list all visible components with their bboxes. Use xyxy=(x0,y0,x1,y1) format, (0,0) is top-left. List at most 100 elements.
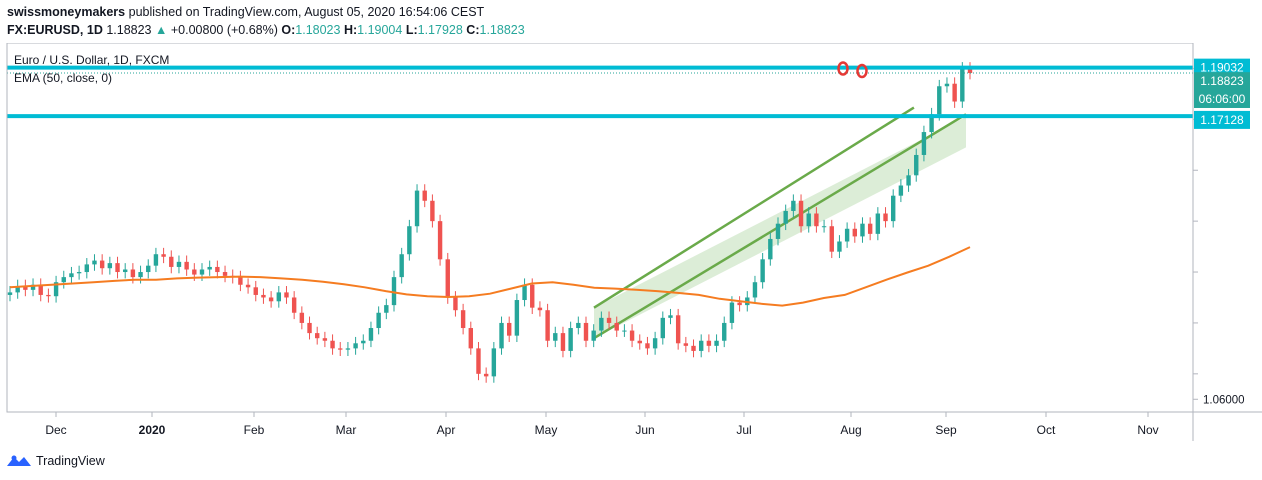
candle-body xyxy=(299,312,305,323)
candle-body xyxy=(207,266,212,270)
candle-body xyxy=(821,226,827,228)
candle-body xyxy=(53,282,59,297)
ema-line xyxy=(9,246,971,307)
candle-body xyxy=(783,210,788,224)
candle-body xyxy=(583,322,589,341)
candle-body xyxy=(361,340,366,344)
candle-body xyxy=(245,284,251,288)
axes: 1.06000 Dec 2020 Feb Mar Apr May Jun Jul Aug Sep Oc… xyxy=(6,42,1262,441)
candle-body xyxy=(860,223,865,237)
candle-body xyxy=(376,312,381,329)
candle-body xyxy=(291,297,297,313)
horizontal-levels[interactable] xyxy=(7,65,1193,119)
candle-body xyxy=(76,272,82,274)
price-chart[interactable]: 1.06000 Dec 2020 Feb Mar Apr May Jun Jul Aug Sep Oc… xyxy=(0,42,1262,441)
candle-body xyxy=(192,269,197,275)
candle-body xyxy=(737,302,742,306)
candle-body xyxy=(222,272,228,276)
last-price: 1.18823 xyxy=(106,23,152,37)
candle-body xyxy=(61,277,66,283)
candle-body xyxy=(722,322,727,341)
close-label: C: xyxy=(466,23,480,37)
author-name[interactable]: swissmoneymakers xyxy=(7,5,126,19)
candle-body xyxy=(729,302,735,323)
candles xyxy=(7,62,973,383)
candle-body xyxy=(683,343,689,346)
candle-body xyxy=(637,340,642,344)
parallel-channel[interactable] xyxy=(593,106,967,340)
candle-body xyxy=(445,259,450,298)
candle-body xyxy=(307,322,312,334)
y-tick-label: 1.06000 xyxy=(1203,394,1245,406)
candle-body xyxy=(791,200,796,211)
chart-area[interactable]: 1.06000 Dec 2020 Feb Mar Apr May Jun Jul Aug Sep Oc… xyxy=(0,42,1262,441)
ema-50-line xyxy=(9,246,971,307)
candle-body xyxy=(952,83,957,102)
candle-body xyxy=(537,307,543,311)
candle-body xyxy=(322,338,328,341)
candle-body xyxy=(46,294,51,297)
candle-body xyxy=(760,259,765,283)
candle-body xyxy=(829,226,834,252)
tradingview-footer[interactable]: TradingView xyxy=(6,454,105,468)
x-tick-label-aug: Aug xyxy=(840,423,861,437)
candle-body xyxy=(169,256,174,267)
candle-body xyxy=(276,292,281,302)
x-tick-label-may: May xyxy=(535,423,558,437)
candle-body xyxy=(30,284,36,290)
candle-body xyxy=(883,213,888,222)
candle-body xyxy=(7,292,13,295)
published-text: published on TradingView.com, August 05,… xyxy=(128,5,485,19)
candle-body xyxy=(891,195,896,222)
candle-body xyxy=(576,322,581,329)
candle-body xyxy=(138,272,143,278)
candle-body xyxy=(414,190,420,227)
candle-body xyxy=(668,315,673,318)
x-tick-label-jun: Jun xyxy=(635,423,654,437)
low-value: 1.17928 xyxy=(417,23,463,37)
x-tick-label-mar: Mar xyxy=(336,423,357,437)
candle-body xyxy=(921,132,927,155)
candle-body xyxy=(553,333,558,341)
ohlc-line: FX:EURUSD, 1D 1.18823 ▲ +0.00800 (+0.68%… xyxy=(7,23,525,37)
candle-body xyxy=(522,284,527,301)
candle-body xyxy=(545,310,550,341)
candle-body xyxy=(368,328,374,341)
close-value: 1.18823 xyxy=(479,23,525,37)
candle-body xyxy=(268,297,274,302)
candle-body xyxy=(929,114,934,133)
change-arrow-icon: ▲ xyxy=(155,23,168,37)
x-tick-label-apr: Apr xyxy=(437,423,456,437)
candle-body xyxy=(284,292,289,298)
x-tick-label-jul: Jul xyxy=(736,423,751,437)
candle-body xyxy=(422,190,427,201)
candle-body xyxy=(399,254,404,278)
touch-marker xyxy=(837,61,849,76)
touch-markers xyxy=(837,61,868,79)
candle-body xyxy=(176,261,182,267)
candle-body xyxy=(476,348,481,374)
resistance-price-label: 1.19032 xyxy=(1200,61,1244,75)
candle-body xyxy=(837,241,842,252)
candle-body xyxy=(507,322,512,336)
support-price-label-bg xyxy=(1194,110,1250,129)
candle-body xyxy=(675,315,681,344)
candle-body xyxy=(852,228,857,237)
candle-body xyxy=(660,317,665,339)
chart-title[interactable]: Euro / U.S. Dollar, 1D, FXCM xyxy=(14,53,170,67)
candle-body xyxy=(146,265,151,273)
low-label: L: xyxy=(405,23,418,37)
candle-body xyxy=(867,223,873,234)
indicator-label[interactable]: EMA (50, close, 0) xyxy=(14,71,113,85)
candle-body xyxy=(184,261,189,270)
high-value: 1.19004 xyxy=(357,23,403,37)
candle-body xyxy=(23,286,28,290)
candle-body xyxy=(353,343,358,349)
candle-body xyxy=(407,226,412,255)
candle-body xyxy=(115,263,120,273)
candle-body xyxy=(775,223,781,239)
candle-body xyxy=(944,83,950,87)
open-value: 1.18023 xyxy=(295,23,341,37)
candle-body xyxy=(161,254,166,257)
candle-body xyxy=(437,221,443,260)
